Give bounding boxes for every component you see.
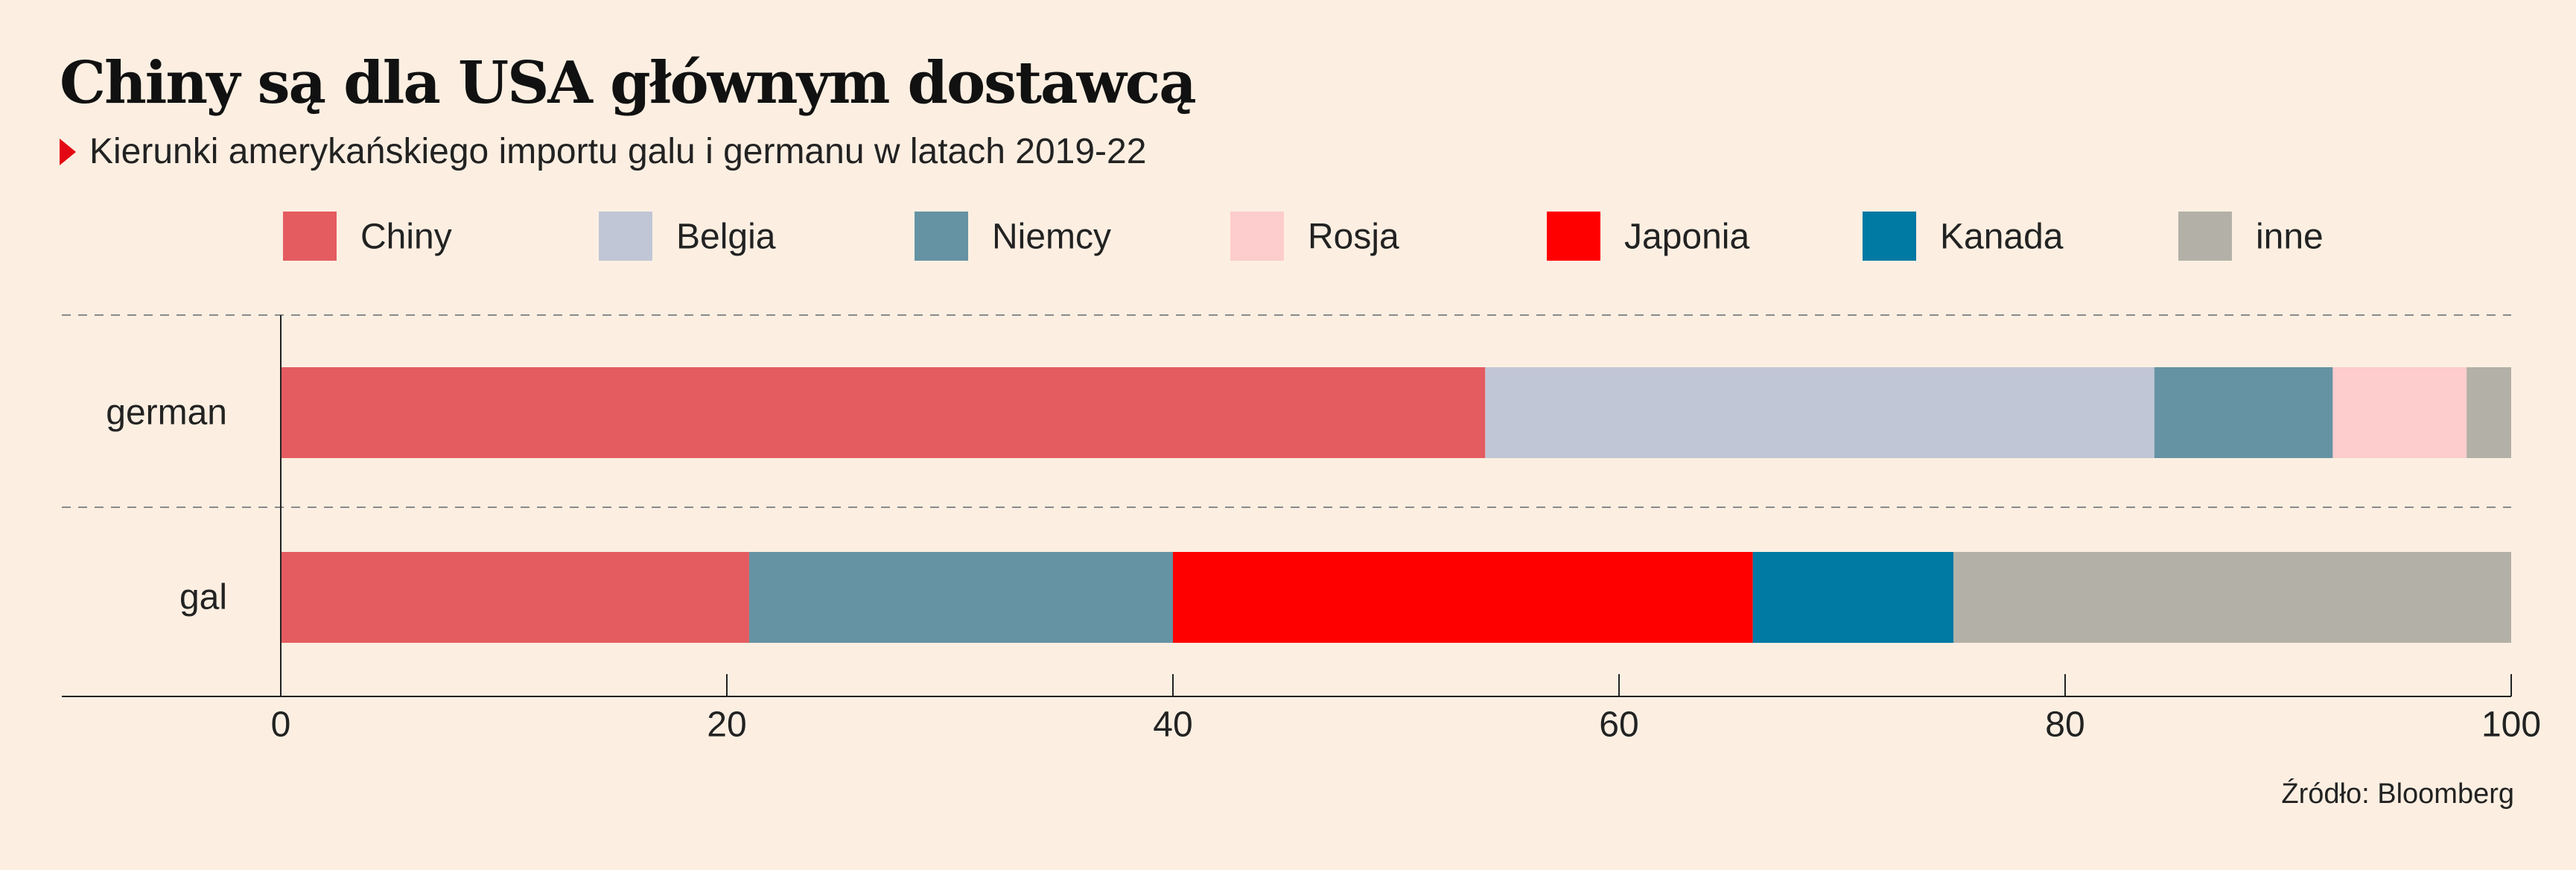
bar-german-rosja (2332, 367, 2467, 458)
triangle-marker-icon (60, 138, 76, 165)
bar-gal-inne (1953, 552, 2511, 643)
bar-segments (281, 367, 2511, 643)
bar-german-chiny (281, 367, 1486, 458)
bar-german-niemcy (2154, 367, 2333, 458)
source-note: Źródło: Bloomberg (2281, 778, 2514, 810)
x-tick-label: 20 (707, 705, 746, 745)
legend-label-rosja: Rosja (1308, 218, 1399, 257)
legend-swatch-chiny (283, 212, 337, 261)
x-tick-label: 0 (271, 705, 291, 745)
legend-swatch-niemcy (915, 212, 968, 261)
legend-swatch-inne (2178, 212, 2232, 261)
bar-gal-kanada (1752, 552, 1954, 643)
legend-label-niemcy: Niemcy (992, 218, 1111, 257)
x-tick-label: 80 (2045, 705, 2084, 745)
legend-label-japonia: Japonia (1624, 218, 1749, 257)
bar-gal-japonia (1173, 552, 1753, 643)
bar-gal-niemcy (748, 552, 1173, 643)
category-label-gal: gal (179, 578, 227, 617)
legend-swatch-belgia (599, 212, 652, 261)
legend-swatch-japonia (1547, 212, 1600, 261)
legend-label-inne: inne (2256, 218, 2324, 257)
category-label-german: german (106, 393, 227, 433)
legend-label-belgia: Belgia (676, 218, 776, 257)
bar-german-belgia (1485, 367, 2154, 458)
x-axis: 0 20 40 60 80 100 (62, 315, 2541, 745)
bar-gal-chiny (281, 552, 749, 643)
x-tick-label: 100 (2481, 705, 2541, 745)
chart-subtitle: Kierunki amerykańskiego importu galu i g… (60, 131, 1146, 172)
x-tick-label: 60 (1599, 705, 1638, 745)
legend-label-kanada: Kanada (1940, 218, 2064, 257)
legend-swatch-kanada (1863, 212, 1916, 261)
legend-swatch-rosja (1230, 212, 1284, 261)
chart-legend: Chiny Belgia Niemcy Rosja Japonia Kanada inne (283, 212, 2324, 261)
category-labels: german gal (106, 393, 227, 617)
chart-title: Chiny są dla USA głównym dostawcą (60, 49, 1197, 117)
legend-label-chiny: Chiny (360, 218, 452, 257)
x-tick-label: 40 (1153, 705, 1192, 745)
bar-german-inne (2467, 367, 2511, 458)
chart-subtitle-text: Kierunki amerykańskiego importu galu i g… (89, 132, 1147, 171)
